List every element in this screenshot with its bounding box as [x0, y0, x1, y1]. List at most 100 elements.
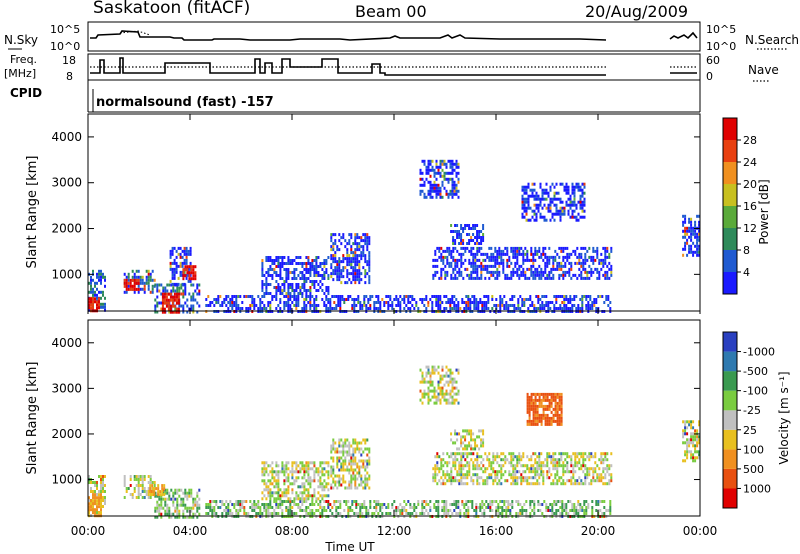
- velocity-cell: [688, 423, 691, 427]
- power-cell: [305, 295, 308, 298]
- velocity-cell: [366, 483, 369, 487]
- velocity-cell: [160, 494, 163, 498]
- velocity-cell: [533, 503, 536, 506]
- velocity-cell: [467, 509, 470, 512]
- power-cell: [351, 307, 354, 310]
- velocity-cell: [493, 500, 496, 503]
- velocity-cell: [592, 455, 595, 459]
- power-cell: [523, 188, 526, 192]
- power-cell: [572, 273, 575, 277]
- power-cell: [363, 304, 366, 307]
- power-cell: [519, 307, 522, 310]
- power-cell: [360, 254, 363, 258]
- velocity-cell: [325, 509, 328, 512]
- power-cell: [598, 273, 601, 277]
- power-cell: [185, 276, 188, 280]
- power-cell: [166, 289, 169, 293]
- velocity-cell: [156, 509, 159, 513]
- velocity-cell: [334, 450, 337, 454]
- power-cell: [358, 266, 361, 270]
- power-cell: [698, 220, 701, 224]
- power-cell: [301, 307, 304, 310]
- velocity-cell: [686, 426, 689, 430]
- power-cell: [460, 264, 463, 268]
- power-cell: [161, 304, 164, 308]
- velocity-cell: [275, 485, 278, 489]
- power-cell: [348, 260, 351, 264]
- power-cell: [481, 307, 484, 310]
- velocity-cell: [265, 482, 268, 486]
- power-cell: [506, 264, 509, 268]
- power-cell: [291, 259, 294, 262]
- power-cell: [339, 304, 342, 307]
- power-cell: [480, 270, 483, 274]
- power-cell: [231, 298, 234, 301]
- velocity-cell: [429, 389, 432, 393]
- velocity-cell: [237, 503, 240, 506]
- power-cell: [269, 304, 272, 307]
- power-cell: [454, 264, 457, 268]
- velocity-cell: [255, 503, 258, 506]
- velocity-cell: [467, 506, 470, 509]
- velocity-cell: [358, 447, 361, 451]
- power-cell: [173, 246, 176, 250]
- velocity-cell: [554, 461, 557, 465]
- velocity-cell: [686, 441, 689, 445]
- velocity-cell: [178, 512, 181, 516]
- power-cell: [524, 246, 527, 250]
- velocity-cell: [610, 464, 613, 468]
- power-cell: [544, 270, 547, 274]
- velocity-cell: [571, 509, 574, 512]
- velocity-cell: [273, 470, 276, 474]
- velocity-cell: [94, 484, 96, 487]
- power-cell: [156, 289, 159, 293]
- power-cell: [173, 273, 176, 277]
- power-cell: [315, 259, 318, 262]
- power-cell: [527, 185, 530, 189]
- power-cell: [439, 171, 442, 175]
- velocity-cell: [690, 435, 693, 439]
- power-cell: [476, 249, 479, 253]
- power-cell: [602, 264, 605, 268]
- power-cell: [177, 301, 180, 305]
- velocity-cell: [176, 488, 179, 492]
- power-cell: [487, 298, 490, 301]
- velocity-cell: [588, 455, 591, 459]
- power-cell: [698, 247, 701, 251]
- velocity-cell: [503, 500, 506, 503]
- power-cell: [472, 252, 475, 256]
- power-cell: [569, 307, 572, 310]
- power-cell: [491, 295, 494, 298]
- velocity-cell: [198, 503, 201, 507]
- velocity-cell: [460, 476, 463, 480]
- power-cell: [468, 239, 471, 242]
- velocity-cell: [434, 467, 437, 471]
- power-cell: [307, 256, 310, 259]
- power-cell: [190, 307, 193, 311]
- power-cell: [295, 256, 298, 259]
- velocity-cell: [88, 508, 90, 512]
- freq-panel: Freq. [MHz] 18 8 60 0 Nave: [4, 53, 779, 83]
- velocity-cell: [151, 481, 154, 484]
- power-cell: [295, 298, 298, 301]
- power-cell: [534, 249, 537, 253]
- power-cell: [279, 271, 282, 274]
- power-cell: [561, 301, 564, 304]
- power-cell: [451, 192, 454, 196]
- power-cell: [595, 301, 598, 304]
- velocity-cell: [497, 512, 500, 515]
- power-cell: [535, 194, 538, 198]
- power-cell: [698, 235, 701, 239]
- power-cell: [602, 261, 605, 265]
- velocity-cell: [267, 479, 270, 483]
- power-cell: [330, 233, 333, 237]
- velocity-cell: [566, 455, 569, 459]
- velocity-cell: [356, 447, 359, 451]
- velocity-cell: [581, 509, 584, 512]
- velocity-cell: [340, 462, 343, 466]
- velocity-cell: [273, 497, 276, 501]
- velocity-cell: [585, 500, 588, 503]
- velocity-cell: [455, 503, 458, 506]
- power-cell: [353, 304, 356, 307]
- velocity-cell: [287, 512, 290, 515]
